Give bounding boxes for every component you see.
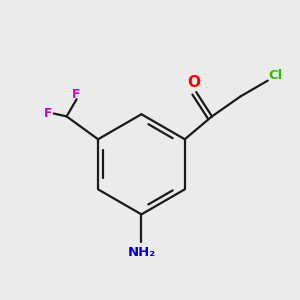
Text: NH₂: NH₂ [128,246,155,259]
Text: Cl: Cl [268,69,283,82]
Text: F: F [44,107,52,120]
Text: F: F [72,88,81,101]
Text: O: O [188,75,200,90]
